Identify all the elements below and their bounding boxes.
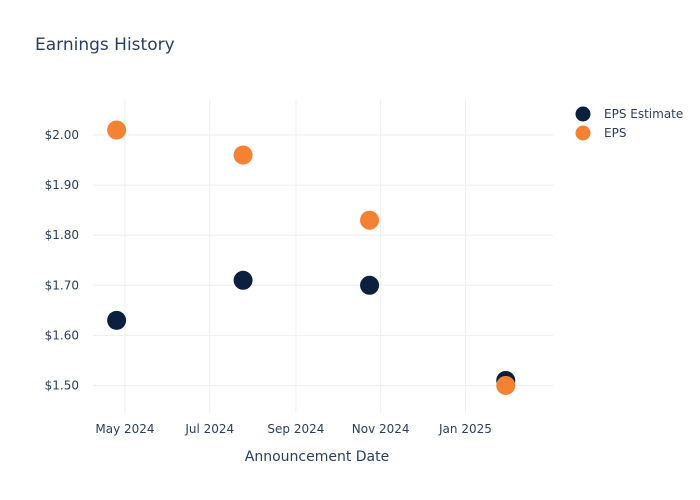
y-tick-label: $1.60 bbox=[45, 328, 79, 342]
x-tick-label: Nov 2024 bbox=[352, 422, 410, 436]
legend: EPS Estimate EPS bbox=[575, 106, 683, 141]
point-eps-estimate bbox=[360, 275, 380, 295]
data-points bbox=[107, 120, 516, 395]
point-eps bbox=[496, 375, 516, 395]
point-eps bbox=[107, 120, 127, 140]
grid-lines bbox=[93, 100, 553, 413]
legend-label-eps: EPS bbox=[604, 126, 626, 140]
y-tick-label: $1.70 bbox=[45, 278, 79, 292]
point-eps bbox=[360, 210, 380, 230]
y-tick-label: $1.80 bbox=[45, 228, 79, 242]
y-tick-label: $2.00 bbox=[45, 128, 79, 142]
point-eps-estimate bbox=[107, 310, 127, 330]
x-axis-title: Announcement Date bbox=[245, 449, 389, 465]
y-axis-ticks: $1.50 $1.60 $1.70 $1.80 $1.90 $2.00 bbox=[45, 128, 79, 392]
x-axis-ticks: May 2024 Jul 2024 Sep 2024 Nov 2024 Jan 2025 bbox=[95, 422, 491, 436]
x-tick-label: Jan 2025 bbox=[438, 422, 492, 436]
x-tick-label: Sep 2024 bbox=[267, 422, 324, 436]
chart-title: Earnings History bbox=[35, 35, 175, 55]
x-tick-label: May 2024 bbox=[95, 422, 154, 436]
legend-marker-eps bbox=[575, 125, 591, 141]
y-tick-label: $1.90 bbox=[45, 178, 79, 192]
legend-label-eps-estimate: EPS Estimate bbox=[604, 107, 683, 121]
legend-marker-eps-estimate bbox=[575, 106, 591, 122]
x-tick-label: Jul 2024 bbox=[184, 422, 234, 436]
point-eps-estimate bbox=[233, 270, 253, 290]
point-eps bbox=[233, 145, 253, 165]
y-tick-label: $1.50 bbox=[45, 378, 79, 392]
